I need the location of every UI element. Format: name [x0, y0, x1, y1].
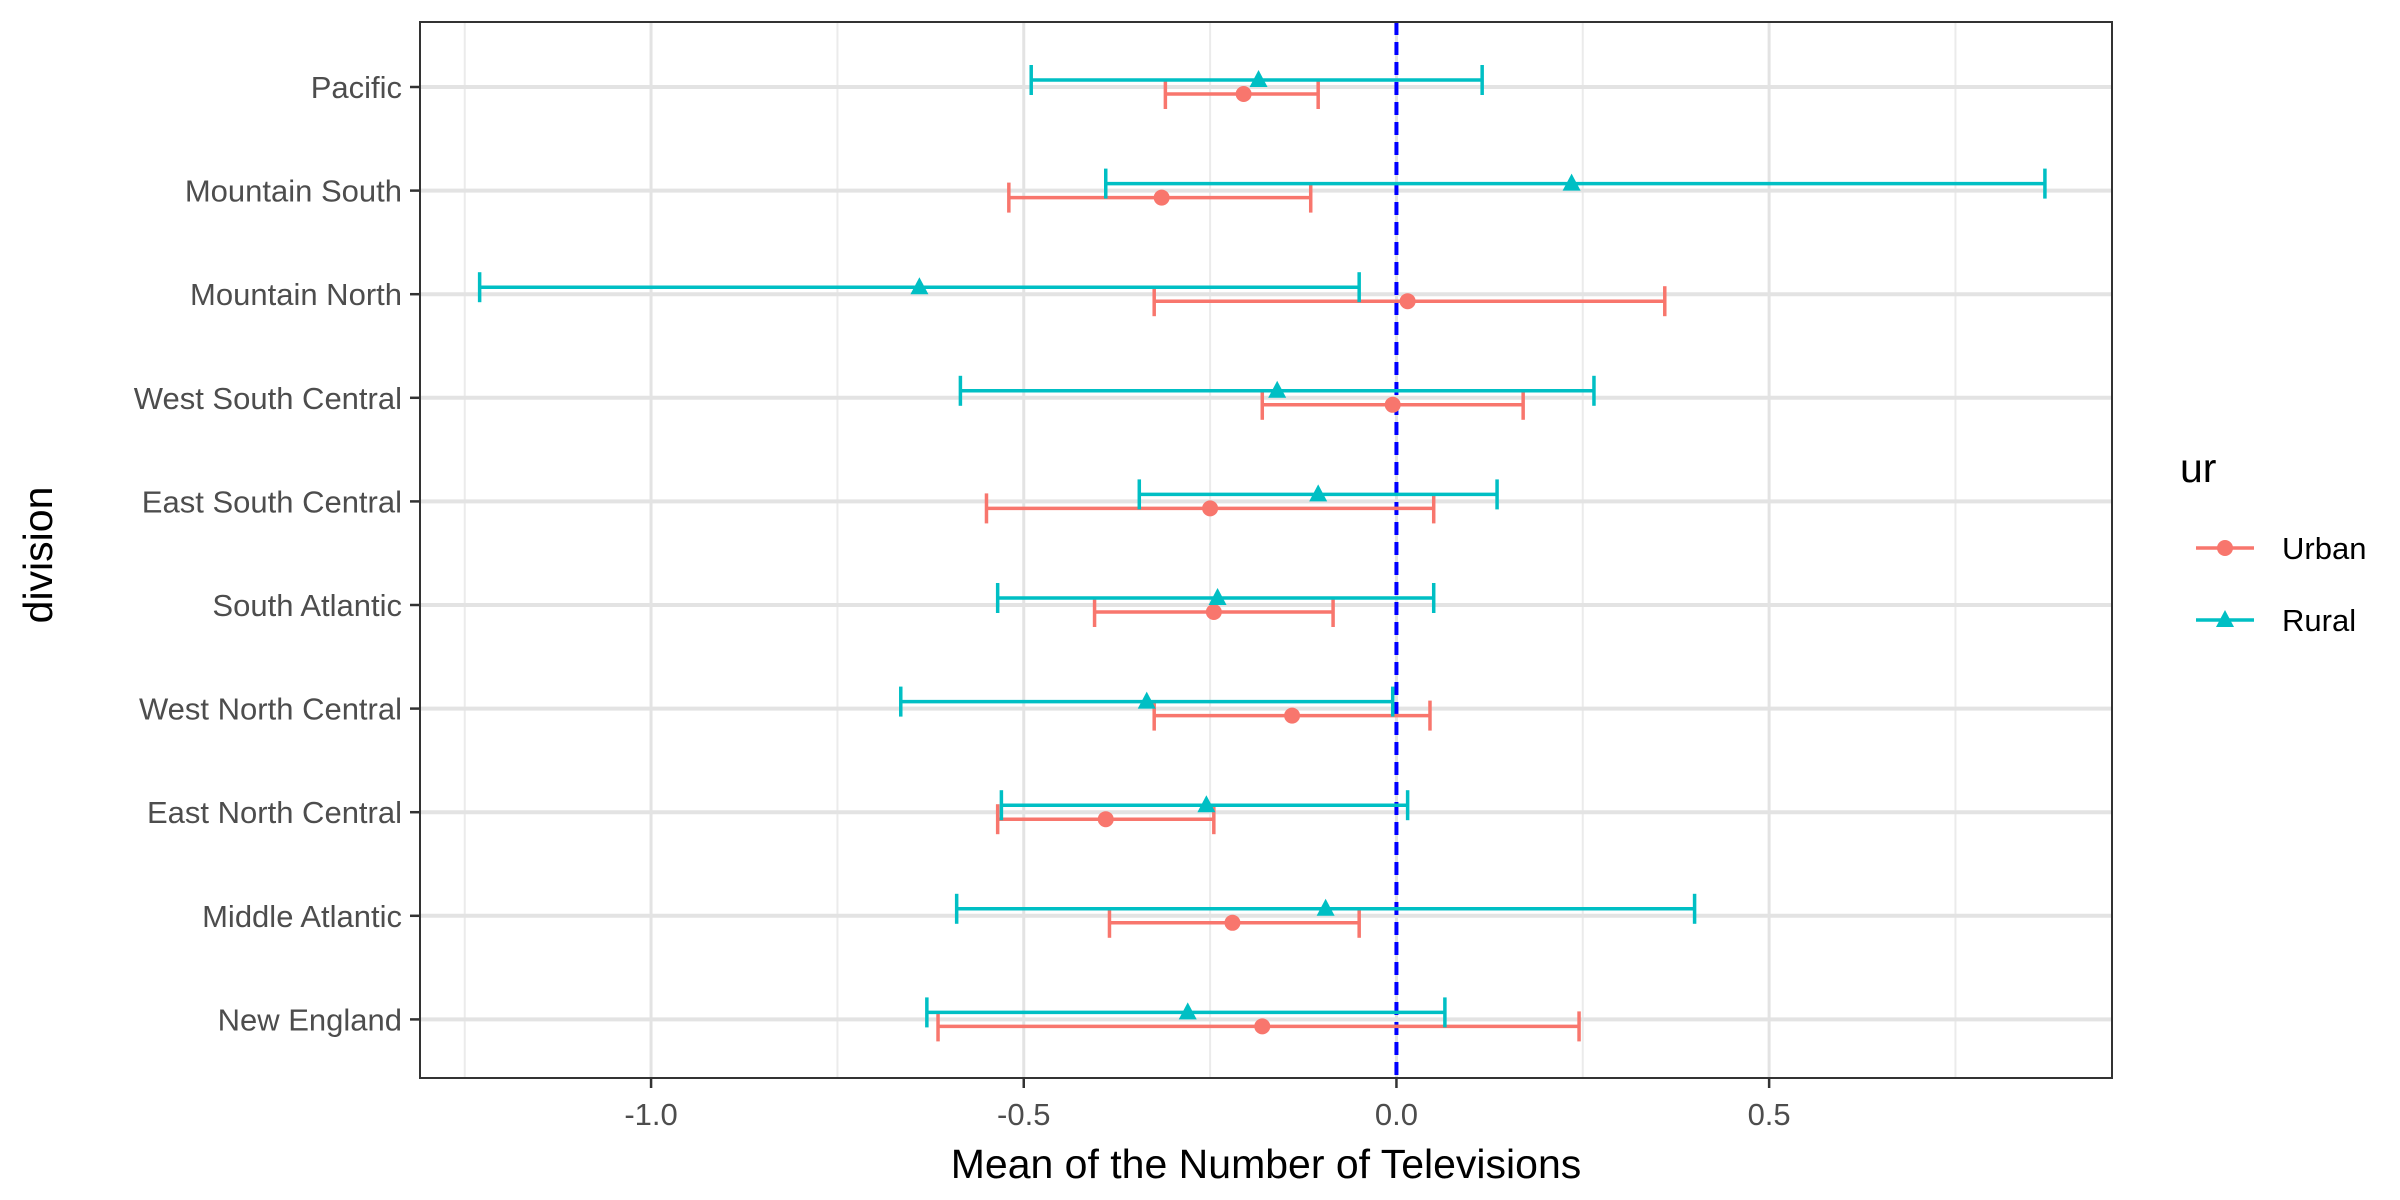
point-urban: [1254, 1018, 1271, 1035]
point-rural: [1268, 380, 1287, 398]
point-rural: [1197, 795, 1216, 813]
series-rural: [477, 65, 2047, 1028]
point-rural: [1137, 691, 1156, 709]
point-urban: [1224, 914, 1241, 931]
series-urban: [936, 79, 1667, 1042]
plot-panel: [419, 21, 2113, 1079]
point-rural: [1309, 484, 1328, 502]
y-tick-label: New England: [218, 1002, 402, 1037]
x-tick-label: -1.0: [624, 1097, 677, 1132]
y-tick-label: South Atlantic: [212, 588, 402, 623]
x-tick-label: 0.5: [1748, 1097, 1791, 1132]
point-urban: [1235, 86, 1252, 102]
legend-label-urban: Urban: [2282, 531, 2366, 566]
legend-label-rural: Rural: [2282, 603, 2356, 638]
y-tick-label: East South Central: [142, 484, 402, 519]
y-tick-label: Mountain South: [185, 174, 402, 209]
x-tick-label: 0.0: [1375, 1097, 1418, 1132]
legend-title: ur: [2180, 445, 2216, 491]
point-urban: [1153, 189, 1170, 206]
point-urban: [1399, 293, 1416, 310]
y-tick-label: Middle Atlantic: [202, 899, 402, 934]
point-urban: [1202, 500, 1219, 517]
point-rural: [1208, 588, 1227, 605]
y-tick-label: Mountain North: [190, 277, 402, 312]
legend-key-rural: [2196, 610, 2254, 627]
legend-key-urban: [2196, 540, 2254, 556]
y-tick-label: East North Central: [147, 795, 402, 830]
point-urban: [1284, 707, 1301, 724]
legend: ur Urban Rural: [2180, 445, 2366, 638]
panel-border: [419, 21, 2113, 1079]
y-axis-title: division: [15, 487, 61, 624]
y-tick-label: Pacific: [311, 70, 402, 105]
point-rural: [1562, 173, 1581, 191]
point-urban: [1097, 811, 1114, 828]
legend-marker: [2217, 540, 2233, 556]
point-rural: [1178, 1002, 1197, 1020]
y-tick-label: West North Central: [139, 692, 402, 727]
x-axis-title: Mean of the Number of Televisions: [951, 1141, 1582, 1187]
point-rural: [910, 277, 929, 295]
point-rural: [1316, 898, 1335, 916]
x-tick-label: -0.5: [997, 1097, 1050, 1132]
point-urban: [1205, 604, 1222, 620]
legend-marker: [2216, 610, 2234, 627]
point-rural: [1249, 70, 1268, 87]
y-tick-label: West South Central: [134, 381, 402, 416]
point-urban: [1384, 396, 1401, 413]
